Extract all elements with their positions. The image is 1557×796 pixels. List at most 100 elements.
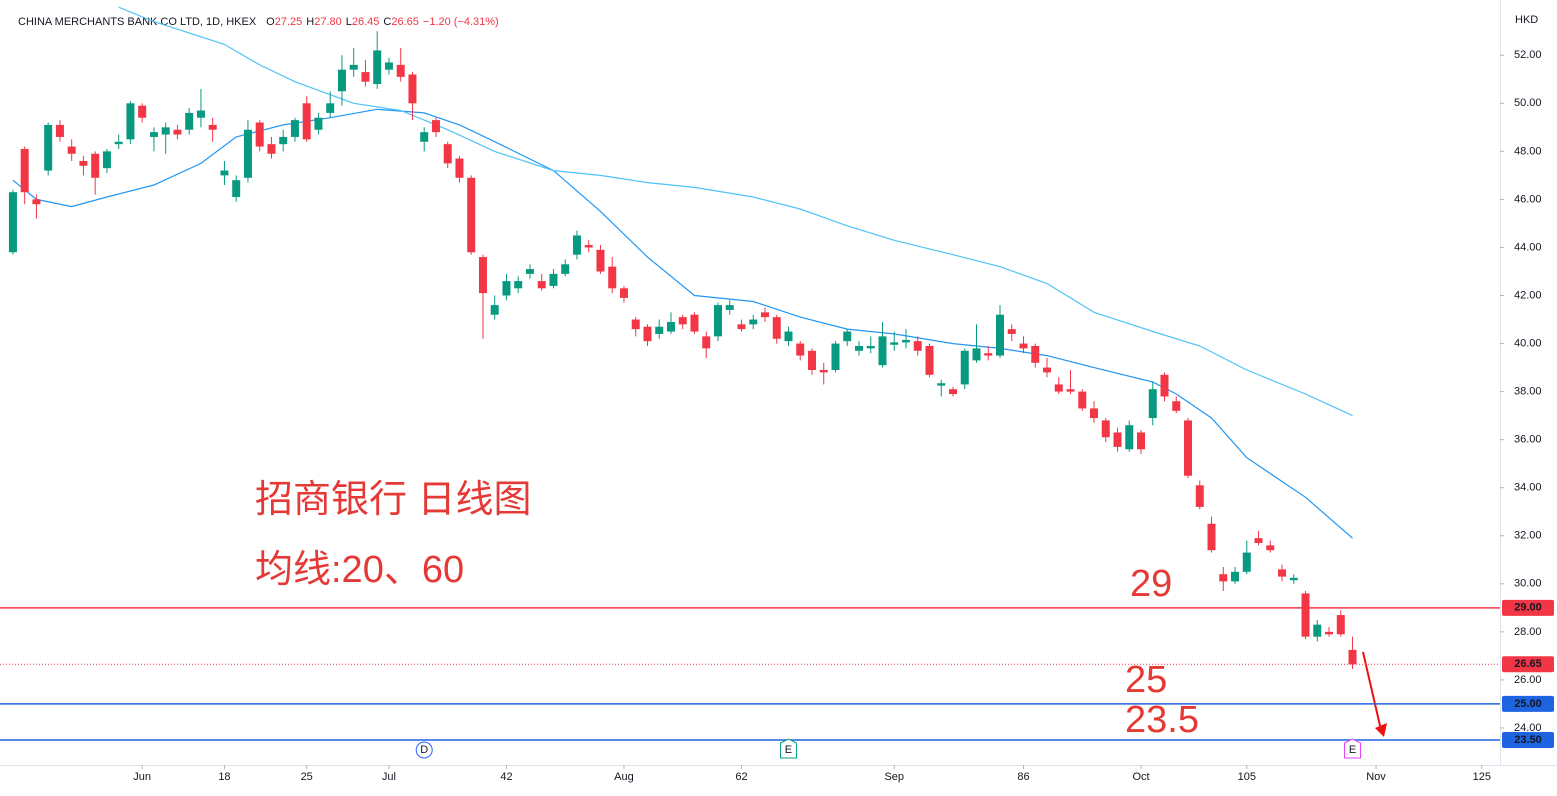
candle-body — [866, 345, 875, 349]
y-tick-label: 44.00 — [1514, 241, 1542, 253]
candle-body — [1031, 345, 1040, 363]
candle-body — [349, 64, 358, 70]
candle-body — [91, 153, 100, 178]
candle-body — [361, 72, 370, 82]
candle-body — [102, 151, 111, 169]
candle-body — [138, 105, 147, 118]
candle-body — [537, 281, 546, 289]
candle-body — [243, 129, 252, 178]
annotation: 均线:20、60 — [255, 549, 464, 591]
candle-body — [302, 103, 311, 140]
candle-body — [1231, 571, 1240, 582]
candle-body — [690, 314, 699, 332]
y-tick-label: 52.00 — [1514, 49, 1542, 61]
moving-average — [118, 6, 1353, 417]
candle-body — [1313, 624, 1322, 637]
price-label: 25.00 — [1514, 698, 1542, 710]
candle-body — [337, 69, 346, 92]
price-line-note: 25 — [1125, 659, 1167, 701]
candle-body — [819, 369, 828, 373]
y-tick-label: 46.00 — [1514, 193, 1542, 205]
x-tick-label: Oct — [1132, 771, 1149, 783]
candle-body — [890, 342, 899, 345]
candle-body — [713, 305, 722, 337]
candle-body — [161, 127, 170, 135]
ohlc-key: C — [383, 16, 391, 28]
y-tick-label: 50.00 — [1514, 97, 1542, 109]
candle-body — [267, 144, 276, 154]
candle-body — [1054, 384, 1063, 392]
candle-body — [185, 112, 194, 130]
candle-body — [643, 326, 652, 342]
price-label: 29.00 — [1514, 602, 1542, 614]
x-tick-label: Jul — [382, 771, 396, 783]
x-tick-label: 25 — [301, 771, 313, 783]
x-tick-label: Nov — [1366, 771, 1386, 783]
candle-body — [1007, 329, 1016, 334]
arrow-head — [1375, 723, 1387, 737]
x-tick-label: 105 — [1238, 771, 1256, 783]
candle-body — [1219, 574, 1228, 582]
candle-body — [1160, 374, 1169, 397]
candle-body — [478, 257, 487, 294]
candle-body — [737, 324, 746, 330]
candle-body — [1148, 389, 1157, 419]
candle-body — [1242, 552, 1251, 572]
candle-body — [796, 343, 805, 356]
x-tick-label: Sep — [884, 771, 904, 783]
price-label-box — [1502, 599, 1554, 616]
candle-body — [996, 314, 1004, 356]
candle-body — [1019, 343, 1028, 349]
candle-body — [20, 148, 29, 193]
candle-body — [972, 348, 981, 361]
candle-body — [1184, 420, 1193, 476]
candle-body — [925, 345, 934, 375]
candle-body — [948, 389, 957, 395]
candle-body — [1137, 432, 1146, 450]
candle-body — [901, 339, 910, 343]
candle-body — [561, 264, 570, 274]
candle-body — [854, 345, 863, 351]
candle-body — [584, 245, 593, 248]
y-tick-label: 36.00 — [1514, 434, 1542, 446]
ohlc-value: 27.25 — [275, 16, 303, 28]
x-tick-label: Aug — [614, 771, 634, 783]
candle-body — [1207, 523, 1216, 551]
price-label-box — [1502, 731, 1554, 748]
y-tick-label: 30.00 — [1514, 578, 1542, 590]
candle-body — [1336, 615, 1345, 635]
candle-body — [290, 120, 299, 137]
x-tick-label: 125 — [1473, 771, 1491, 783]
event-label: E — [1349, 744, 1356, 756]
event-label: D — [420, 744, 428, 756]
candle-body — [725, 305, 734, 310]
ohlc-key: H — [306, 16, 314, 28]
x-tick-label: 42 — [500, 771, 512, 783]
candle-body — [502, 281, 511, 296]
candle-body — [549, 273, 558, 286]
candle-body — [1066, 389, 1075, 392]
candle-body — [255, 122, 264, 147]
candle-body — [1043, 367, 1052, 373]
y-tick-label: 26.00 — [1514, 674, 1542, 686]
candle-body — [431, 120, 440, 133]
candle-body — [8, 192, 17, 253]
ohlc-key: O — [266, 16, 275, 28]
candle-body — [843, 331, 852, 342]
candle-body — [678, 317, 687, 325]
candle-body — [232, 180, 241, 198]
candle-body — [1101, 420, 1110, 438]
change-value: −1.20 (−4.31%) — [423, 16, 499, 28]
candle-body — [807, 350, 816, 370]
price-line-note: 23.5 — [1125, 699, 1199, 741]
event-marker: E — [1344, 738, 1362, 759]
candle-body — [1348, 649, 1357, 665]
candle-body — [1301, 593, 1310, 637]
candle-body — [326, 103, 335, 113]
candle-body — [984, 353, 993, 356]
candle-body — [1172, 401, 1181, 411]
x-tick-label: Jun — [133, 771, 151, 783]
candle-body — [208, 124, 217, 130]
y-tick-label: 32.00 — [1514, 530, 1542, 542]
